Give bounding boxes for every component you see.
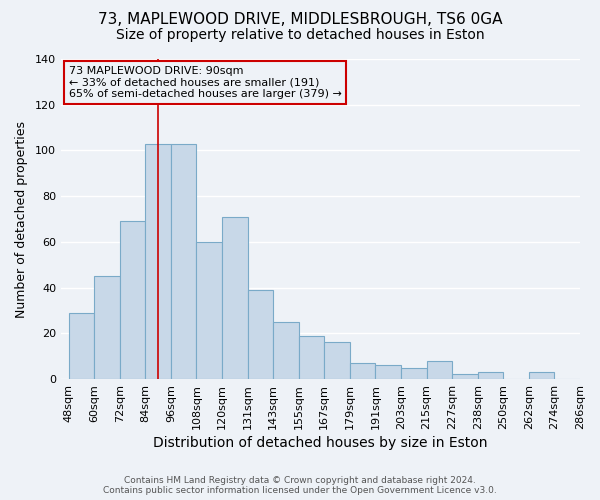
Bar bbox=[171, 144, 196, 379]
X-axis label: Distribution of detached houses by size in Eston: Distribution of detached houses by size … bbox=[153, 436, 488, 450]
Bar bbox=[145, 144, 171, 379]
Text: Contains HM Land Registry data © Crown copyright and database right 2024.
Contai: Contains HM Land Registry data © Crown c… bbox=[103, 476, 497, 495]
Bar bbox=[452, 374, 478, 379]
Bar bbox=[529, 372, 554, 379]
Bar bbox=[248, 290, 273, 379]
Text: 73, MAPLEWOOD DRIVE, MIDDLESBROUGH, TS6 0GA: 73, MAPLEWOOD DRIVE, MIDDLESBROUGH, TS6 … bbox=[98, 12, 502, 28]
Bar bbox=[68, 313, 94, 379]
Bar bbox=[401, 368, 427, 379]
Bar bbox=[196, 242, 222, 379]
Text: 73 MAPLEWOOD DRIVE: 90sqm
← 33% of detached houses are smaller (191)
65% of semi: 73 MAPLEWOOD DRIVE: 90sqm ← 33% of detac… bbox=[68, 66, 341, 99]
Bar bbox=[120, 222, 145, 379]
Y-axis label: Number of detached properties: Number of detached properties bbox=[15, 120, 28, 318]
Bar bbox=[350, 363, 376, 379]
Bar bbox=[299, 336, 325, 379]
Bar bbox=[478, 372, 503, 379]
Bar bbox=[376, 366, 401, 379]
Bar bbox=[427, 361, 452, 379]
Bar bbox=[222, 216, 248, 379]
Bar bbox=[273, 322, 299, 379]
Text: Size of property relative to detached houses in Eston: Size of property relative to detached ho… bbox=[116, 28, 484, 42]
Bar bbox=[94, 276, 120, 379]
Bar bbox=[325, 342, 350, 379]
